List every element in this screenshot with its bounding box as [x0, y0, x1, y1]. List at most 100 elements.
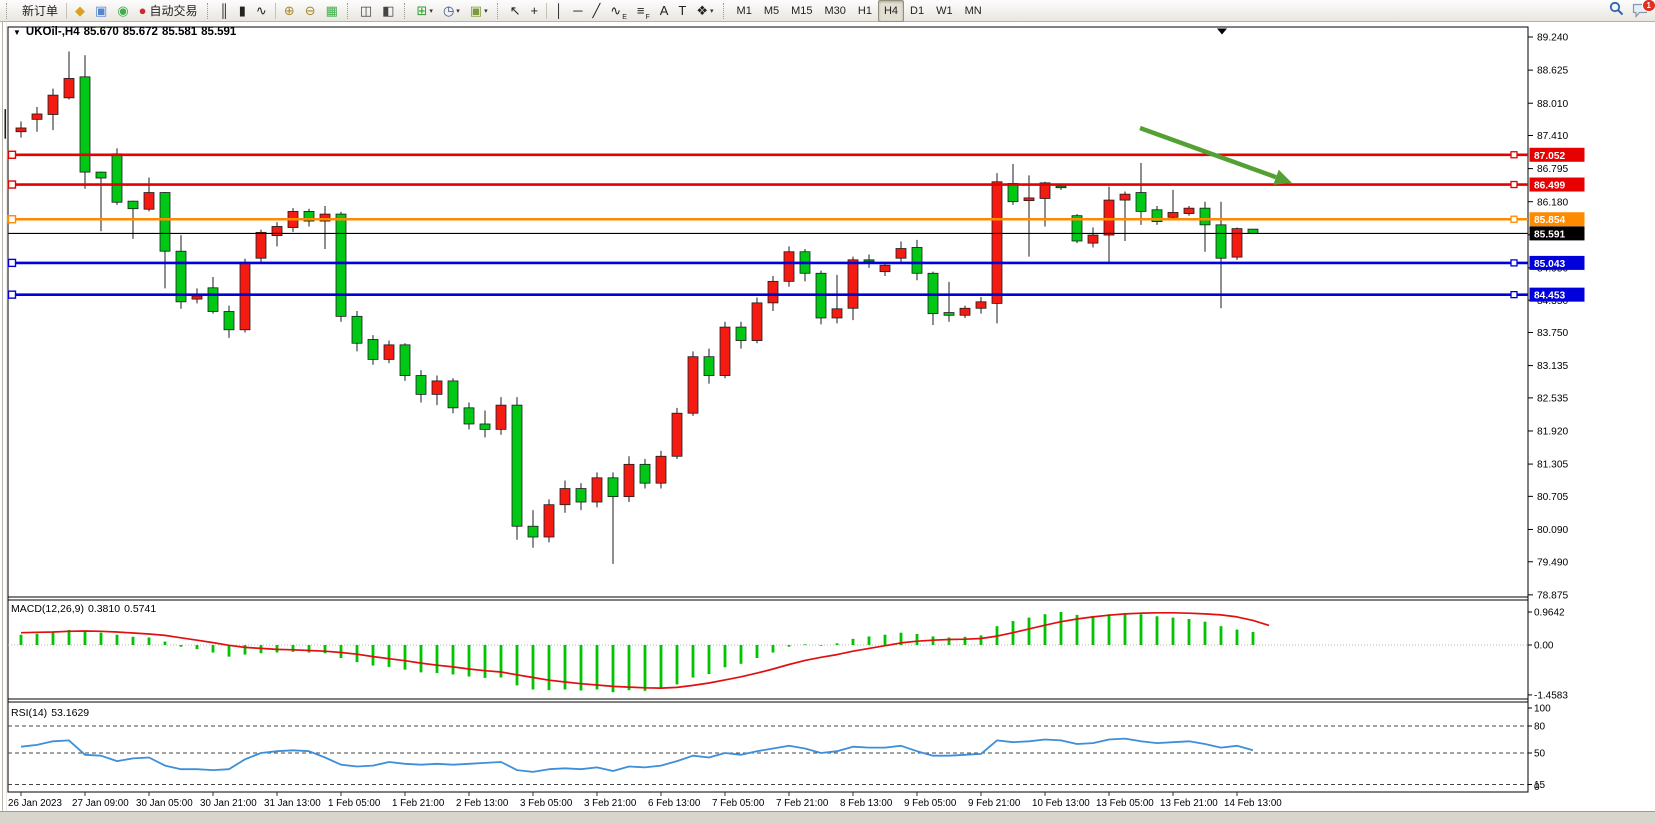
candle [527, 525, 539, 538]
arrange-windows-button-glyph: ◫ [359, 3, 373, 18]
tf-mn[interactable]: MN [964, 4, 982, 17]
auto-trading-button-glyph: ● [138, 3, 147, 18]
trendline-button[interactable]: ╱ [587, 0, 605, 22]
candle [911, 247, 923, 274]
elliott-wave-button[interactable]: ∿ E [610, 3, 627, 21]
vertical-line-button[interactable]: │ [550, 0, 568, 22]
window-left-edge [2, 22, 7, 811]
tf-d1[interactable]: D1 [910, 4, 925, 17]
text-label-button[interactable]: T [673, 0, 691, 22]
arrow-head [1273, 169, 1292, 185]
crosshair-button[interactable]: + [526, 0, 544, 22]
svg-text:83.135: 83.135 [1537, 361, 1568, 372]
arrange-windows-button[interactable]: ◫ [355, 0, 377, 22]
tf-m30[interactable]: M30 [824, 4, 846, 17]
svg-text:80.705: 80.705 [1537, 492, 1568, 503]
history-center-icon[interactable]: ◆ [70, 0, 90, 22]
svg-text:86.180: 86.180 [1537, 197, 1568, 208]
line-chart-button[interactable]: ∿ [251, 0, 272, 22]
svg-text:1 Feb 05:00: 1 Feb 05:00 [328, 798, 381, 809]
macd-label: MACD(12,26,9) 0.3810 0.5741 [11, 603, 160, 615]
candle [895, 248, 907, 259]
broadcast-icon[interactable]: ◉ [112, 0, 133, 22]
ohlc-low: 85.581 [161, 26, 198, 38]
candle [47, 94, 59, 115]
toolbar-grip [346, 2, 351, 19]
period-clock-button[interactable]: ◷ ▾ [438, 0, 465, 22]
candle [239, 262, 251, 331]
tf-w1[interactable]: W1 [936, 4, 953, 17]
auto-trading-button[interactable]: ● 自动交易 [138, 3, 198, 18]
period-clock-button-glyph: ◷ [442, 3, 455, 18]
bars-chart-button[interactable]: ║ [215, 0, 234, 22]
toolbar-separator [274, 2, 276, 19]
svg-text:9 Feb 05:00: 9 Feb 05:00 [904, 798, 957, 809]
ohlc-open: 85.670 [83, 26, 119, 38]
vertical-line-button-glyph: │ [555, 3, 564, 18]
svg-text:83.750: 83.750 [1537, 328, 1568, 339]
horizontal-line-button[interactable]: ─ [568, 0, 587, 22]
candle [223, 311, 235, 331]
candle [335, 213, 347, 317]
candle [31, 113, 43, 120]
cascade-windows-button[interactable]: ◧ [377, 0, 399, 22]
candle [495, 404, 507, 430]
candle [271, 226, 283, 237]
ohlc-high: 85.672 [122, 26, 158, 38]
indicator-window-button[interactable]: ▣ ▾ [465, 0, 493, 22]
candles-chart-button[interactable]: ▮ [234, 0, 251, 22]
tf-m5[interactable]: M5 [763, 4, 780, 17]
candle [543, 504, 555, 538]
chevron-down-icon: ▾ [710, 7, 714, 15]
fibonacci-button[interactable]: ≡ F [636, 3, 650, 21]
tile-windows-button-glyph: ▦ [325, 3, 338, 18]
tf-m1[interactable]: M1 [736, 4, 752, 17]
market-watch-icon[interactable]: ▣ [90, 0, 112, 22]
new-chart-button[interactable]: ⊞ ▾ [412, 0, 438, 22]
candle [783, 251, 795, 282]
zoom-out-button[interactable]: ⊖ [300, 0, 321, 22]
svg-text:88.010: 88.010 [1537, 99, 1568, 110]
toolbar-grip [722, 2, 727, 19]
candle [1071, 215, 1083, 242]
candle [847, 259, 859, 309]
cascade-windows-button-glyph: ◧ [382, 3, 395, 18]
zoom-in-button[interactable]: ⊕ [279, 0, 300, 22]
text-button[interactable]: A [655, 0, 674, 22]
svg-text:26 Jan 2023: 26 Jan 2023 [8, 798, 62, 809]
chart-canvas[interactable]: 89.240 88.625 88.010 87.410 86.795 86.180 85.5… [0, 22, 1655, 823]
svg-text:3 Feb 21:00: 3 Feb 21:00 [584, 798, 637, 809]
collapse-icon[interactable]: ▼ [13, 28, 21, 37]
new-order-button[interactable]: 新订单 [22, 4, 59, 18]
svg-text:0: 0 [1534, 782, 1540, 793]
candle [975, 301, 987, 309]
candle [175, 250, 187, 303]
candle [1151, 209, 1163, 223]
shapes-button-glyph: ❖ [696, 3, 709, 18]
tile-windows-button[interactable]: ▦ [321, 0, 343, 22]
tf-h4[interactable]: H4 [877, 0, 905, 22]
candle [655, 455, 667, 484]
svg-text:-1.4583: -1.4583 [1534, 691, 1568, 702]
candle [159, 192, 171, 252]
svg-text:14 Feb 13:00: 14 Feb 13:00 [1224, 798, 1282, 809]
cursor-button[interactable]: ↖ [505, 0, 526, 22]
chart-frame [7, 26, 1529, 793]
svg-text:3 Feb 05:00: 3 Feb 05:00 [520, 798, 573, 809]
shapes-button[interactable]: ❖ ▾ [691, 0, 718, 22]
chat-icon[interactable]: 1 [1632, 0, 1655, 18]
chart-window: 89.240 88.625 88.010 87.410 86.795 86.180 85.5… [0, 22, 1655, 823]
candle [351, 315, 363, 344]
toolbar-grip [206, 2, 211, 19]
window-bottom-strip [0, 811, 1655, 823]
search-icon[interactable] [1609, 1, 1624, 21]
chevron-down-icon: ▾ [456, 7, 460, 15]
candle [1039, 182, 1051, 199]
candle [415, 375, 427, 395]
svg-text:9 Feb 21:00: 9 Feb 21:00 [968, 798, 1021, 809]
svg-text:30 Jan 21:00: 30 Jan 21:00 [200, 798, 257, 809]
arrow-annotation[interactable] [1139, 125, 1277, 180]
svg-text:82.535: 82.535 [1537, 393, 1568, 404]
tf-h1[interactable]: H1 [857, 4, 872, 17]
tf-m15[interactable]: M15 [791, 4, 813, 17]
